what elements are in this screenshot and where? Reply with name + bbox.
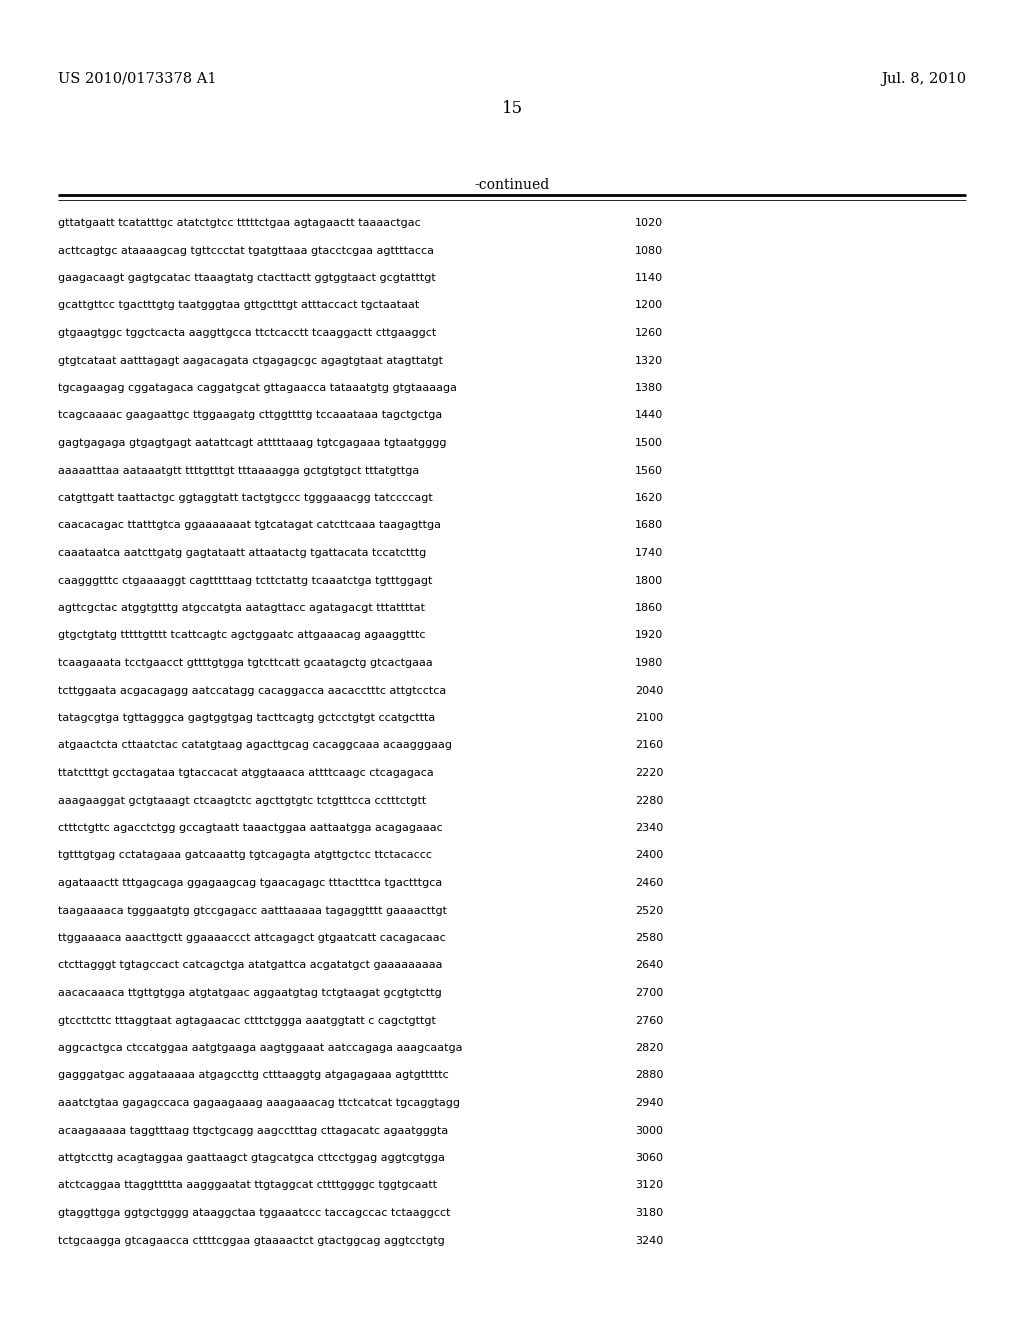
Text: 2940: 2940 bbox=[635, 1098, 664, 1107]
Text: 1860: 1860 bbox=[635, 603, 664, 612]
Text: 3180: 3180 bbox=[635, 1208, 664, 1218]
Text: gaagacaagt gagtgcatac ttaaagtatg ctacttactt ggtggtaact gcgtatttgt: gaagacaagt gagtgcatac ttaaagtatg ctactta… bbox=[58, 273, 436, 282]
Text: caagggtttc ctgaaaaggt cagtttttaag tcttctattg tcaaatctga tgtttggagt: caagggtttc ctgaaaaggt cagtttttaag tcttct… bbox=[58, 576, 432, 586]
Text: tcttggaata acgacagagg aatccatagg cacaggacca aacacctttc attgtcctca: tcttggaata acgacagagg aatccatagg cacagga… bbox=[58, 685, 446, 696]
Text: 2700: 2700 bbox=[635, 987, 664, 998]
Text: 15: 15 bbox=[502, 100, 522, 117]
Text: 1080: 1080 bbox=[635, 246, 664, 256]
Text: 2220: 2220 bbox=[635, 768, 664, 777]
Text: acaagaaaaa taggtttaag ttgctgcagg aagcctttag cttagacatc agaatgggta: acaagaaaaa taggtttaag ttgctgcagg aagcctt… bbox=[58, 1126, 449, 1135]
Text: 2400: 2400 bbox=[635, 850, 664, 861]
Text: 2880: 2880 bbox=[635, 1071, 664, 1081]
Text: gagtgagaga gtgagtgagt aatattcagt atttttaaag tgtcgagaaa tgtaatgggg: gagtgagaga gtgagtgagt aatattcagt attttta… bbox=[58, 438, 446, 447]
Text: 2280: 2280 bbox=[635, 796, 664, 805]
Text: gcattgttcc tgactttgtg taatgggtaa gttgctttgt atttaccact tgctaataat: gcattgttcc tgactttgtg taatgggtaa gttgctt… bbox=[58, 301, 419, 310]
Text: aaatctgtaa gagagccaca gagaagaaag aaagaaacag ttctcatcat tgcaggtagg: aaatctgtaa gagagccaca gagaagaaag aaagaaa… bbox=[58, 1098, 460, 1107]
Text: 1800: 1800 bbox=[635, 576, 664, 586]
Text: agttcgctac atggtgtttg atgccatgta aatagttacc agatagacgt tttattttat: agttcgctac atggtgtttg atgccatgta aatagtt… bbox=[58, 603, 425, 612]
Text: 3060: 3060 bbox=[635, 1152, 663, 1163]
Text: US 2010/0173378 A1: US 2010/0173378 A1 bbox=[58, 73, 216, 86]
Text: ctcttagggt tgtagccact catcagctga atatgattca acgatatgct gaaaaaaaaa: ctcttagggt tgtagccact catcagctga atatgat… bbox=[58, 961, 442, 970]
Text: caacacagac ttatttgtca ggaaaaaaat tgtcatagat catcttcaaa taagagttga: caacacagac ttatttgtca ggaaaaaaat tgtcata… bbox=[58, 520, 441, 531]
Text: gtgtcataat aatttagagt aagacagata ctgagagcgc agagtgtaat atagttatgt: gtgtcataat aatttagagt aagacagata ctgagag… bbox=[58, 355, 443, 366]
Text: -continued: -continued bbox=[474, 178, 550, 191]
Text: 3120: 3120 bbox=[635, 1180, 664, 1191]
Text: 1740: 1740 bbox=[635, 548, 664, 558]
Text: 1500: 1500 bbox=[635, 438, 663, 447]
Text: 1920: 1920 bbox=[635, 631, 664, 640]
Text: 3000: 3000 bbox=[635, 1126, 663, 1135]
Text: 1020: 1020 bbox=[635, 218, 664, 228]
Text: 1380: 1380 bbox=[635, 383, 664, 393]
Text: 2520: 2520 bbox=[635, 906, 664, 916]
Text: 1260: 1260 bbox=[635, 327, 664, 338]
Text: aaaaatttaa aataaatgtt ttttgtttgt tttaaaagga gctgtgtgct tttatgttga: aaaaatttaa aataaatgtt ttttgtttgt tttaaaa… bbox=[58, 466, 419, 475]
Text: ttatctttgt gcctagataa tgtaccacat atggtaaaca attttcaagc ctcagagaca: ttatctttgt gcctagataa tgtaccacat atggtaa… bbox=[58, 768, 434, 777]
Text: gtccttcttc tttaggtaat agtagaacac ctttctggga aaatggtatt c cagctgttgt: gtccttcttc tttaggtaat agtagaacac ctttctg… bbox=[58, 1015, 436, 1026]
Text: 2760: 2760 bbox=[635, 1015, 664, 1026]
Text: 2160: 2160 bbox=[635, 741, 664, 751]
Text: gagggatgac aggataaaaa atgagccttg ctttaaggtg atgagagaaa agtgtttttc: gagggatgac aggataaaaa atgagccttg ctttaag… bbox=[58, 1071, 449, 1081]
Text: aacacaaaca ttgttgtgga atgtatgaac aggaatgtag tctgtaagat gcgtgtcttg: aacacaaaca ttgttgtgga atgtatgaac aggaatg… bbox=[58, 987, 441, 998]
Text: 2460: 2460 bbox=[635, 878, 664, 888]
Text: 1560: 1560 bbox=[635, 466, 663, 475]
Text: tgcagaagag cggatagaca caggatgcat gttagaacca tataaatgtg gtgtaaaaga: tgcagaagag cggatagaca caggatgcat gttagaa… bbox=[58, 383, 457, 393]
Text: agataaactt tttgagcaga ggagaagcag tgaacagagc tttactttca tgactttgca: agataaactt tttgagcaga ggagaagcag tgaacag… bbox=[58, 878, 442, 888]
Text: tcaagaaata tcctgaacct gttttgtgga tgtcttcatt gcaatagctg gtcactgaaa: tcaagaaata tcctgaacct gttttgtgga tgtcttc… bbox=[58, 657, 433, 668]
Text: taagaaaaca tgggaatgtg gtccgagacc aatttaaaaa tagaggtttt gaaaacttgt: taagaaaaca tgggaatgtg gtccgagacc aatttaa… bbox=[58, 906, 447, 916]
Text: 1680: 1680 bbox=[635, 520, 664, 531]
Text: 2040: 2040 bbox=[635, 685, 664, 696]
Text: tgtttgtgag cctatagaaa gatcaaattg tgtcagagta atgttgctcc ttctacaccc: tgtttgtgag cctatagaaa gatcaaattg tgtcaga… bbox=[58, 850, 432, 861]
Text: 1140: 1140 bbox=[635, 273, 664, 282]
Text: gttatgaatt tcatatttgc atatctgtcc tttttctgaa agtagaactt taaaactgac: gttatgaatt tcatatttgc atatctgtcc tttttct… bbox=[58, 218, 421, 228]
Text: aaagaaggat gctgtaaagt ctcaagtctc agcttgtgtc tctgtttcca cctttctgtt: aaagaaggat gctgtaaagt ctcaagtctc agcttgt… bbox=[58, 796, 426, 805]
Text: 1320: 1320 bbox=[635, 355, 664, 366]
Text: gtgctgtatg tttttgtttt tcattcagtc agctggaatc attgaaacag agaaggtttc: gtgctgtatg tttttgtttt tcattcagtc agctgga… bbox=[58, 631, 426, 640]
Text: 1980: 1980 bbox=[635, 657, 664, 668]
Text: ttggaaaaca aaacttgctt ggaaaaccct attcagagct gtgaatcatt cacagacaac: ttggaaaaca aaacttgctt ggaaaaccct attcaga… bbox=[58, 933, 445, 942]
Text: 3240: 3240 bbox=[635, 1236, 664, 1246]
Text: atctcaggaa ttaggttttta aagggaatat ttgtaggcat cttttggggc tggtgcaatt: atctcaggaa ttaggttttta aagggaatat ttgtag… bbox=[58, 1180, 437, 1191]
Text: 2100: 2100 bbox=[635, 713, 664, 723]
Text: Jul. 8, 2010: Jul. 8, 2010 bbox=[881, 73, 966, 86]
Text: 2340: 2340 bbox=[635, 822, 664, 833]
Text: 1440: 1440 bbox=[635, 411, 664, 421]
Text: 1200: 1200 bbox=[635, 301, 664, 310]
Text: 2820: 2820 bbox=[635, 1043, 664, 1053]
Text: 1620: 1620 bbox=[635, 492, 664, 503]
Text: tcagcaaaac gaagaattgc ttggaagatg cttggttttg tccaaataaa tagctgctga: tcagcaaaac gaagaattgc ttggaagatg cttggtt… bbox=[58, 411, 442, 421]
Text: ctttctgttc agacctctgg gccagtaatt taaactggaa aattaatgga acagagaaac: ctttctgttc agacctctgg gccagtaatt taaactg… bbox=[58, 822, 442, 833]
Text: attgtccttg acagtaggaa gaattaagct gtagcatgca cttcctggag aggtcgtgga: attgtccttg acagtaggaa gaattaagct gtagcat… bbox=[58, 1152, 445, 1163]
Text: catgttgatt taattactgc ggtaggtatt tactgtgccc tgggaaacgg tatccccagt: catgttgatt taattactgc ggtaggtatt tactgtg… bbox=[58, 492, 433, 503]
Text: acttcagtgc ataaaagcag tgttccctat tgatgttaaa gtacctcgaa agttttacca: acttcagtgc ataaaagcag tgttccctat tgatgtt… bbox=[58, 246, 434, 256]
Text: caaataatca aatcttgatg gagtataatt attaatactg tgattacata tccatctttg: caaataatca aatcttgatg gagtataatt attaata… bbox=[58, 548, 426, 558]
Text: tatagcgtga tgttagggca gagtggtgag tacttcagtg gctcctgtgt ccatgcttta: tatagcgtga tgttagggca gagtggtgag tacttca… bbox=[58, 713, 435, 723]
Text: 2580: 2580 bbox=[635, 933, 664, 942]
Text: aggcactgca ctccatggaa aatgtgaaga aagtggaaat aatccagaga aaagcaatga: aggcactgca ctccatggaa aatgtgaaga aagtgga… bbox=[58, 1043, 463, 1053]
Text: tctgcaagga gtcagaacca cttttcggaa gtaaaactct gtactggcag aggtcctgtg: tctgcaagga gtcagaacca cttttcggaa gtaaaac… bbox=[58, 1236, 444, 1246]
Text: 2640: 2640 bbox=[635, 961, 664, 970]
Text: gtaggttgga ggtgctgggg ataaggctaa tggaaatccc taccagccac tctaaggcct: gtaggttgga ggtgctgggg ataaggctaa tggaaat… bbox=[58, 1208, 451, 1218]
Text: atgaactcta cttaatctac catatgtaag agacttgcag cacaggcaaa acaagggaag: atgaactcta cttaatctac catatgtaag agacttg… bbox=[58, 741, 452, 751]
Text: gtgaagtggc tggctcacta aaggttgcca ttctcacctt tcaaggactt cttgaaggct: gtgaagtggc tggctcacta aaggttgcca ttctcac… bbox=[58, 327, 436, 338]
